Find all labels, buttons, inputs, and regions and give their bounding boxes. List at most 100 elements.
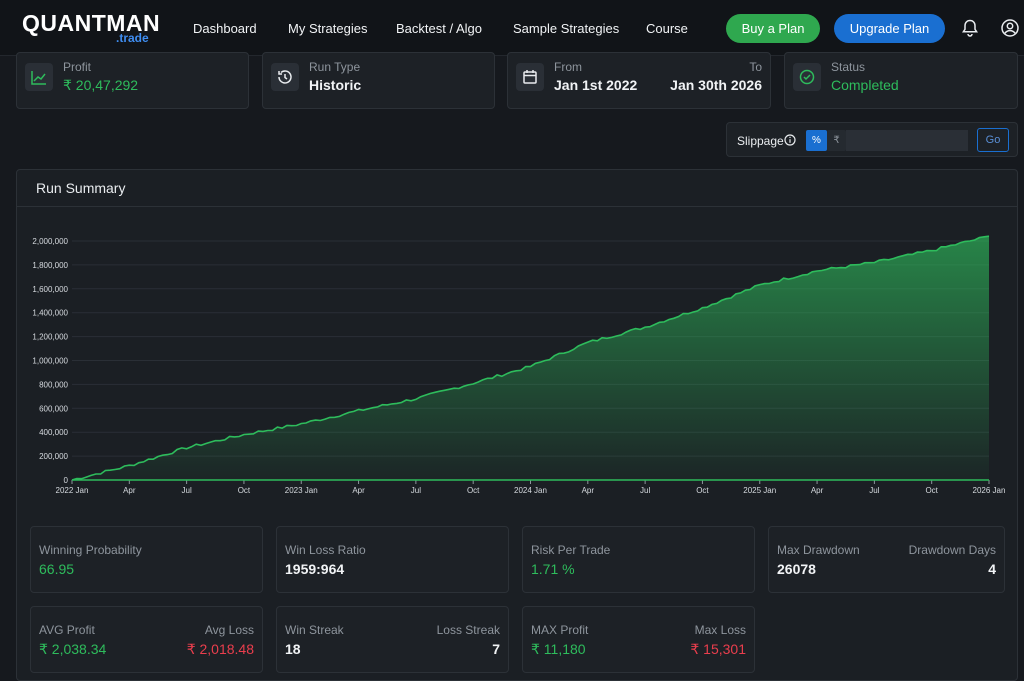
run-type-card: Run Type Historic [262,52,495,109]
x-tick-label: Jul [869,486,879,495]
nav-backtest-algo[interactable]: Backtest / Algo [396,21,482,36]
logo-text: QUANTMAN [22,10,161,36]
top-navbar: QUANTMAN .trade Dashboard My Strategies … [0,0,1024,56]
date-range-card: From Jan 1st 2022 To Jan 30th 2026 [507,52,771,109]
max-profit-value: ₹ 11,180 [531,641,586,657]
nav-sample-strategies[interactable]: Sample Strategies [513,21,620,36]
y-tick-label: 1,200,000 [32,333,68,342]
y-tick-label: 800,000 [39,380,68,389]
x-tick-label: Jul [182,486,192,495]
buy-plan-button[interactable]: Buy a Plan [726,14,820,43]
go-button[interactable]: Go [977,128,1009,152]
check-circle-icon [793,63,821,91]
x-tick-label: 2024 Jan [514,486,547,495]
calendar-icon [516,63,544,91]
y-tick-label: 400,000 [39,428,68,437]
risk-per-trade-card: Risk Per Trade 1.71 % [522,526,755,593]
run-summary-panel: Run Summary 0 200,000 400,000 600,000 800,00… [16,169,1018,681]
quantman-logo[interactable]: QUANTMAN .trade [22,10,162,46]
x-tick-label: Jul [411,486,421,495]
max-drawdown-value: 26078 [777,561,816,577]
nav-my-strategies[interactable]: My Strategies [288,21,368,36]
risk-per-trade-label: Risk Per Trade [531,543,611,557]
winning-probability-card: Winning Probability 66.95 [30,526,263,593]
avg-profit-value: ₹ 2,038.34 [39,641,107,657]
nav-course[interactable]: Course [646,21,688,36]
y-tick-label: 1,800,000 [32,261,68,270]
x-tick-label: Apr [582,486,595,495]
y-tick-label: 0 [64,476,69,485]
slippage-input[interactable] [846,130,968,151]
win-loss-ratio-label: Win Loss Ratio [285,543,366,557]
rupee-toggle[interactable]: ₹ [827,130,846,151]
win-streak-label: Win Streak [285,623,344,637]
equity-area [72,236,989,480]
x-tick-label: 2026 Jan [973,486,1006,495]
history-icon [271,63,299,91]
run-type-label: Run Type [309,60,361,74]
x-tick-label: 2025 Jan [743,486,776,495]
logo-subtext: .trade [116,31,149,45]
divider [17,206,1017,207]
profit-value: ₹ 20,47,292 [63,77,139,93]
x-tick-label: Oct [925,486,938,495]
from-label: From [554,60,582,74]
x-tick-label: 2022 Jan [56,486,89,495]
streak-card: Win Streak 18 Loss Streak 7 [276,606,509,673]
max-drawdown-label: Max Drawdown [777,543,860,557]
x-tick-label: 2023 Jan [285,486,318,495]
loss-streak-label: Loss Streak [436,623,500,637]
percent-toggle[interactable]: % [806,130,827,151]
win-streak-value: 18 [285,641,301,657]
win-loss-ratio-card: Win Loss Ratio 1959:964 [276,526,509,593]
user-circle-icon[interactable] [1000,18,1020,38]
status-label: Status [831,60,866,74]
y-tick-label: 2,000,000 [32,237,68,246]
y-tick-label: 1,000,000 [32,357,68,366]
winning-probability-label: Winning Probability [39,543,142,557]
to-value: Jan 30th 2026 [670,77,762,93]
info-icon[interactable] [784,134,796,146]
x-tick-label: Oct [238,486,251,495]
slippage-label: Slippage [737,134,784,148]
avg-loss-label: Avg Loss [204,623,254,637]
y-tick-label: 1,600,000 [32,285,68,294]
run-summary-title: Run Summary [36,180,126,196]
x-tick-label: Jul [640,486,650,495]
status-card: Status Completed [784,52,1018,109]
run-type-value: Historic [309,77,362,93]
win-loss-ratio-value: 1959:964 [285,561,345,577]
profit-card: Profit ₹ 20,47,292 [16,52,249,109]
x-tick-label: Apr [123,486,136,495]
avg-profit-label: AVG Profit [39,623,95,637]
equity-line [71,235,990,481]
equity-curve-chart: 0 200,000 400,000 600,000 800,000 1,000,000 1,… [32,235,1006,495]
loss-streak-value: 7 [492,641,500,657]
line-chart-icon [25,63,53,91]
x-tick-label: Apr [352,486,365,495]
avg-profit-loss-card: AVG Profit ₹ 2,038.34 Avg Loss ₹ 2,018.4… [30,606,263,673]
nav-dashboard[interactable]: Dashboard [193,21,257,36]
risk-per-trade-value: 1.71 % [531,561,575,577]
status-value: Completed [831,77,899,93]
drawdown-days-value: 4 [988,561,996,577]
max-drawdown-card: Max Drawdown 26078 Drawdown Days 4 [768,526,1005,593]
from-value: Jan 1st 2022 [554,77,638,93]
max-profit-label: MAX Profit [531,623,589,637]
to-label: To [749,60,762,74]
slippage-bar: Slippage % ₹ Go [726,122,1018,157]
upgrade-plan-button[interactable]: Upgrade Plan [834,14,945,43]
x-tick-label: Apr [811,486,824,495]
x-tick-label: Oct [467,486,480,495]
y-tick-label: 600,000 [39,404,68,413]
max-loss-value: ₹ 15,301 [690,641,746,657]
drawdown-days-label: Drawdown Days [908,543,996,557]
avg-loss-value: ₹ 2,018.48 [186,641,254,657]
max-profit-loss-card: MAX Profit ₹ 11,180 Max Loss ₹ 15,301 [522,606,755,673]
winning-probability-value: 66.95 [39,561,75,577]
profit-label: Profit [63,60,92,74]
x-tick-label: Oct [696,486,709,495]
bell-icon[interactable] [960,18,980,38]
max-loss-label: Max Loss [694,623,746,637]
y-tick-label: 1,400,000 [32,309,68,318]
